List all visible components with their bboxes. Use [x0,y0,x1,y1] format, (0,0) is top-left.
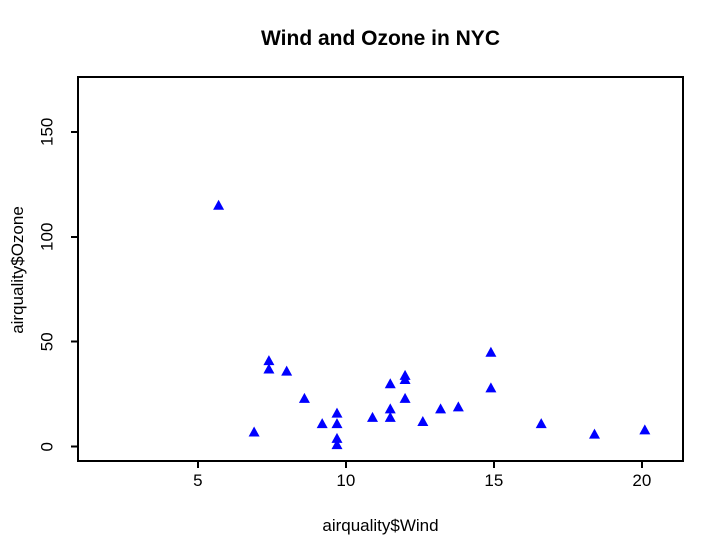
data-point-triangle [281,365,293,376]
x-tick-label: 20 [632,471,651,490]
data-point-triangle [639,424,651,435]
data-point-triangle [331,439,343,450]
x-tick-label: 15 [484,471,503,490]
data-point-triangle [331,407,343,418]
data-point-triangle [213,199,225,210]
y-tick-label: 0 [38,442,57,451]
data-point-triangle [263,363,275,374]
data-point-triangle [535,418,547,429]
data-point-triangle [316,418,328,429]
data-point-triangle [588,428,600,439]
data-point-triangle [435,403,447,414]
data-point-triangle [248,426,260,437]
data-point-triangle [384,378,396,389]
plot-box [77,76,684,462]
x-tick-label: 5 [193,471,202,490]
y-tick-label: 50 [38,332,57,351]
data-point-triangle [384,411,396,422]
data-point-triangle [384,403,396,414]
data-point-triangle [399,374,411,385]
data-point-triangle [367,411,379,422]
y-tick-label: 100 [38,223,57,251]
data-point-triangle [452,401,464,412]
x-axis-label: airquality$Wind [322,516,439,535]
chart-title: Wind and Ozone in NYC [261,27,500,50]
data-point-triangle [417,416,429,427]
data-point-triangle [399,392,411,403]
data-point-triangle [331,418,343,429]
data-point-triangle [263,355,275,366]
x-tick-label: 10 [336,471,355,490]
data-point-triangle [485,346,497,357]
y-axis-label: airquality$Ozone [8,206,27,334]
data-point-triangle [485,382,497,393]
data-point-triangle [331,432,343,443]
y-tick-label: 150 [38,118,57,146]
data-point-triangle [298,392,310,403]
